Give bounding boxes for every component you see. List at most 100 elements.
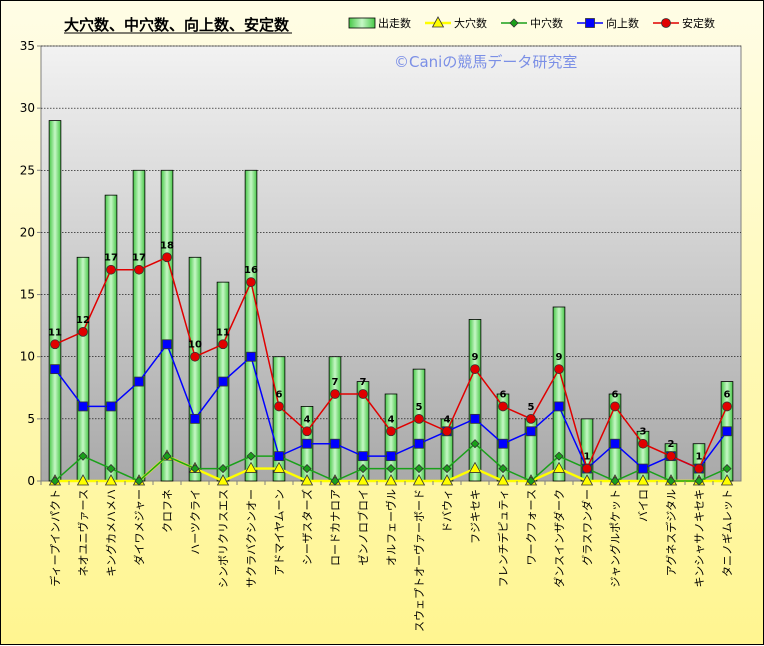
point-20 (580, 474, 594, 486)
category-label: フジキセキ (469, 489, 482, 544)
point-5 (162, 252, 172, 263)
data-label-15: 4 (444, 414, 451, 425)
bar-3 (104, 194, 118, 482)
category-label: ダンスインザダーク (552, 489, 566, 588)
point-16 (468, 461, 482, 473)
point-18 (526, 413, 536, 424)
point-9 (272, 461, 286, 473)
point-10 (302, 464, 312, 474)
point-24 (694, 476, 704, 486)
data-label-11: 7 (332, 377, 339, 388)
category-label: スウェプトオーヴァーボード (412, 489, 426, 632)
legend: 出走数 大穴数 中穴数 向上数 安定数 (348, 16, 715, 30)
data-label-17: 6 (500, 389, 507, 400)
x-axis: ディープインパクト ネオユニヴァース キングカメハメハ ダイワメジャー クロフネ ハーツク… (40, 481, 734, 632)
data-label-22: 3 (640, 427, 647, 438)
point-17 (498, 438, 508, 449)
category-label: サクラバクシンオー (245, 489, 258, 588)
data-label-8: 16 (244, 265, 258, 276)
data-label-5: 18 (160, 240, 174, 251)
point-25 (722, 464, 732, 474)
legend-swatch (348, 17, 376, 29)
bar-2 (76, 256, 90, 482)
category-label: クロフネ (161, 489, 174, 533)
point-1 (50, 364, 60, 375)
data-label-20: 1 (584, 452, 591, 463)
watermark-text: ©Caniの競馬データ研究室 (394, 53, 577, 71)
data-label-4: 17 (132, 253, 146, 264)
data-label-21: 6 (612, 389, 619, 400)
point-13 (386, 464, 396, 474)
y-axis: 0 5 10 15 20 25 30 35 (20, 39, 41, 488)
point-3 (106, 401, 116, 412)
point-8 (246, 277, 256, 288)
y-tick-label: 35 (20, 39, 35, 53)
legend-item-1: 出走数 (348, 16, 411, 30)
data-label-6: 10 (188, 340, 202, 351)
category-label: ドバウィ (441, 489, 454, 533)
point-9 (274, 401, 284, 412)
series-4 (50, 252, 732, 474)
point-4 (134, 476, 144, 486)
legend-marker (509, 18, 519, 28)
data-label-14: 5 (416, 402, 423, 413)
y-tick-label: 25 (20, 163, 35, 177)
legend-label: 大穴数 (454, 16, 487, 30)
point-11 (330, 476, 340, 486)
point-21 (610, 401, 620, 412)
data-label-23: 2 (668, 439, 675, 450)
legend-marker (585, 18, 595, 28)
point-7 (216, 474, 230, 486)
point-20 (582, 463, 592, 474)
category-label: シンボリクリスエス (217, 489, 230, 588)
legend-item-3: 中穴数 (501, 16, 563, 30)
point-17 (498, 401, 508, 412)
category-label: ネオユニヴァース (76, 489, 90, 576)
point-19 (552, 461, 566, 473)
y-tick-label: 20 (20, 225, 35, 239)
point-14 (414, 464, 424, 474)
line-series-group (48, 252, 734, 486)
y-tick-label: 10 (20, 350, 35, 364)
point-9 (274, 451, 284, 462)
category-label: キンシャサノキセキ (693, 489, 706, 587)
data-label-19: 9 (556, 352, 563, 363)
point-4 (134, 264, 144, 275)
point-15 (442, 464, 452, 474)
category-label: ハーツクライ (189, 489, 202, 555)
point-5 (162, 451, 172, 461)
point-21 (610, 438, 620, 449)
point-12 (358, 451, 368, 462)
point-24 (694, 463, 704, 474)
category-label: ワークフォース (525, 489, 538, 565)
category-label: グラスワンダー (580, 489, 594, 566)
legend-item-2: 大穴数 (425, 16, 487, 30)
point-14 (414, 438, 424, 449)
category-label: アグネスデジタル (664, 489, 678, 576)
bar-5 (160, 169, 174, 482)
point-13 (386, 426, 396, 437)
point-5 (162, 339, 172, 350)
point-7 (218, 376, 228, 387)
point-13 (386, 451, 396, 462)
bar-6 (188, 256, 202, 482)
point-3 (106, 264, 116, 275)
bar-11 (328, 356, 342, 482)
category-label: ダイワメジャー (132, 489, 146, 565)
legend-marker (431, 16, 445, 28)
legend-item-4: 向上数 (577, 16, 639, 30)
point-25 (722, 426, 732, 437)
point-23 (666, 451, 676, 462)
point-3 (106, 464, 116, 474)
data-label-16: 9 (472, 352, 479, 363)
category-label: タニノギムレット (721, 489, 734, 577)
category-label: アドマイヤムーン (273, 489, 286, 576)
category-label: ジャングルポケット (608, 489, 622, 587)
point-1 (50, 339, 60, 350)
data-label-3: 17 (104, 253, 118, 264)
bar-19 (552, 306, 566, 482)
legend-item-5: 安定数 (653, 16, 715, 30)
point-10 (300, 474, 314, 486)
point-11 (330, 389, 340, 399)
